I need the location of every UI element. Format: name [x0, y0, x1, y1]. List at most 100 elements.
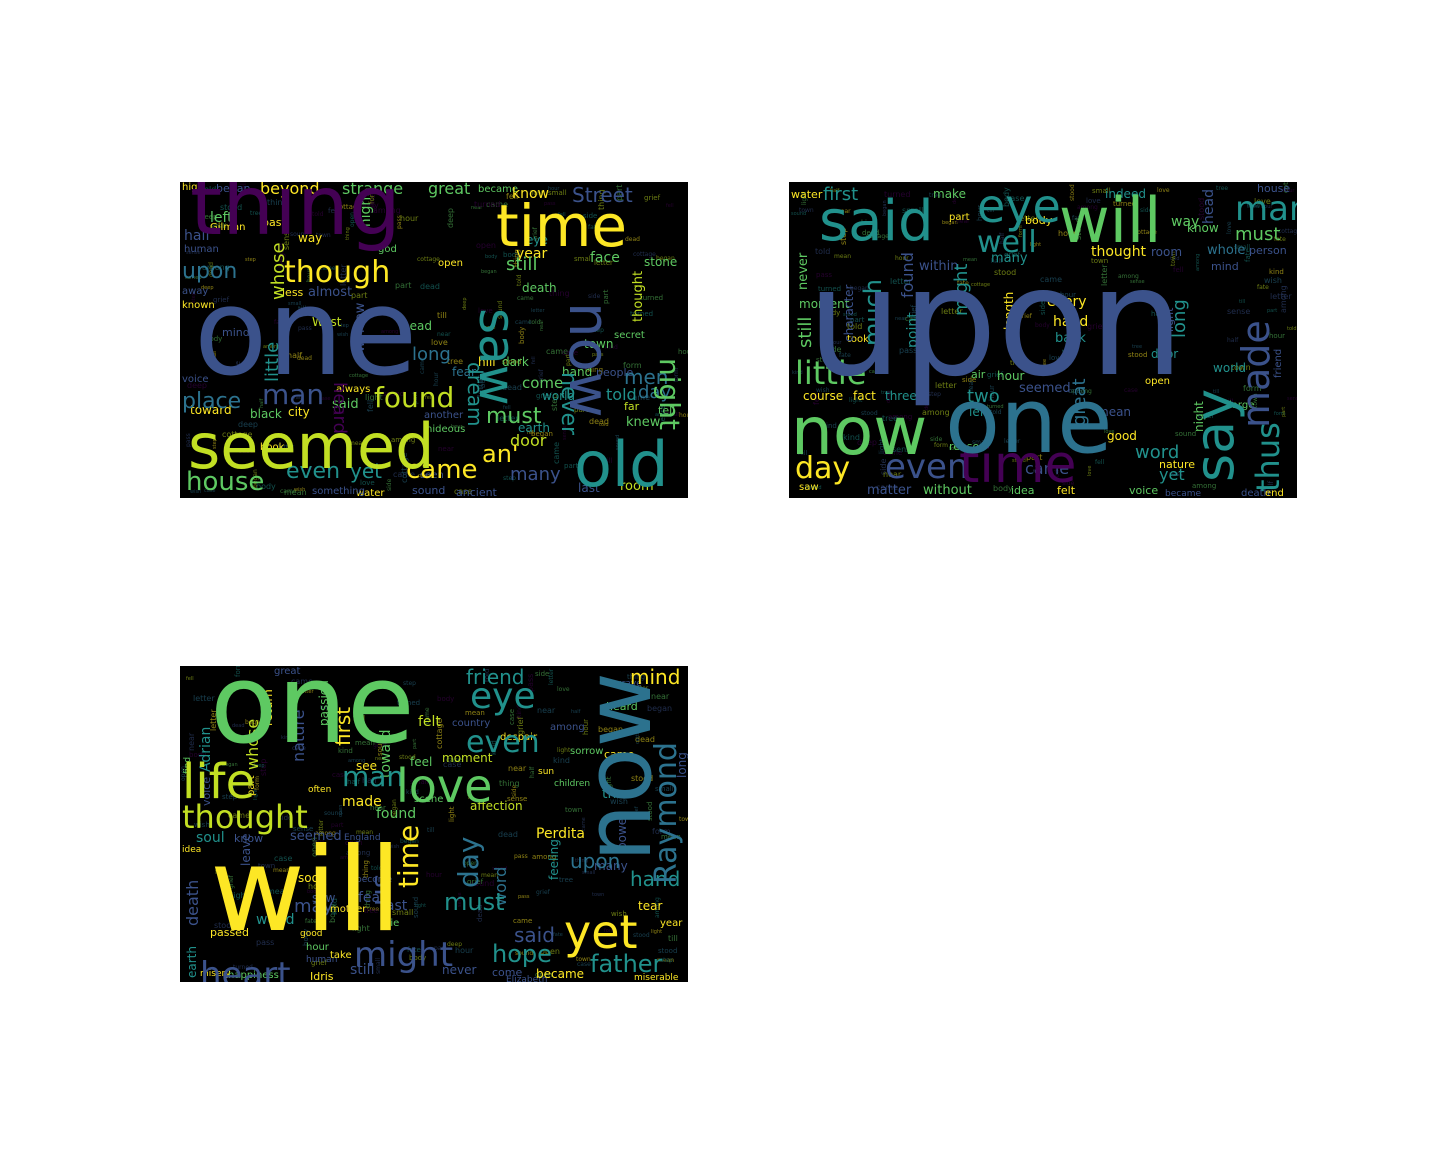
wordcloud-word: upon: [182, 259, 237, 284]
wordcloud-word: earth: [185, 946, 199, 978]
svg-text:thing: thing: [362, 860, 370, 878]
svg-text:step: step: [550, 394, 559, 411]
wordcloud-word: men: [624, 365, 668, 389]
svg-text:among: among: [1077, 204, 1098, 211]
svg-text:deep: deep: [238, 420, 258, 429]
wordcloud-word: friend: [1273, 349, 1284, 378]
svg-text:letter: letter: [890, 277, 912, 286]
wordcloud-word: house: [186, 467, 264, 497]
svg-text:began: began: [647, 704, 672, 713]
wordcloud-word: voice: [182, 374, 208, 385]
svg-text:near: near: [375, 756, 387, 762]
svg-text:among: among: [373, 206, 401, 215]
wordcloud-word: mean: [1097, 405, 1131, 419]
svg-text:small: small: [574, 255, 593, 263]
wordcloud-word: became: [1165, 489, 1201, 498]
svg-text:fell: fell: [1173, 266, 1184, 274]
svg-text:side: side: [825, 345, 841, 354]
wordcloud-word: toward: [190, 403, 232, 417]
svg-text:till: till: [1225, 398, 1234, 406]
wordcloud-word: dark: [502, 355, 529, 369]
wordcloud-word: friend: [466, 666, 525, 689]
wordcloud-word: will: [1059, 184, 1161, 257]
svg-text:body: body: [1054, 466, 1061, 481]
svg-text:pass: pass: [526, 674, 535, 692]
svg-text:began: began: [656, 255, 675, 262]
svg-text:fell: fell: [186, 676, 194, 682]
svg-text:told: told: [529, 319, 541, 326]
wordcloud-word: heard: [606, 700, 638, 713]
wordcloud-word: world: [256, 912, 295, 928]
wordcloud-3: sound body turned town tree body near fell among…: [180, 666, 688, 982]
svg-text:step: step: [503, 475, 516, 482]
svg-text:case: case: [204, 488, 216, 494]
wordcloud-word: man: [342, 760, 404, 793]
wordcloud-word: Gilman: [210, 222, 246, 233]
svg-text:thing: thing: [364, 890, 372, 908]
svg-text:part: part: [564, 462, 579, 470]
svg-text:small: small: [582, 870, 595, 876]
svg-text:told: told: [1287, 326, 1297, 332]
svg-text:came: came: [419, 357, 426, 374]
svg-text:side: side: [962, 376, 976, 384]
svg-text:cottage: cottage: [866, 233, 889, 240]
svg-text:dead: dead: [862, 229, 879, 237]
svg-text:told: told: [847, 322, 862, 331]
svg-text:deep: deep: [187, 381, 207, 390]
svg-text:tree: tree: [447, 357, 463, 366]
svg-text:turned: turned: [397, 699, 420, 707]
svg-text:open: open: [366, 735, 381, 742]
svg-text:told: told: [483, 669, 491, 682]
wordcloud-word: England: [344, 833, 381, 843]
svg-text:hour: hour: [455, 946, 474, 955]
svg-text:grief: grief: [1004, 251, 1021, 259]
wordcloud-word: year: [516, 246, 547, 262]
svg-text:light: light: [651, 929, 662, 935]
svg-text:dead: dead: [232, 723, 245, 729]
wordcloud-word: great: [428, 182, 470, 198]
wordcloud-word: eye: [977, 182, 1061, 233]
wordcloud-word: matter: [867, 483, 912, 498]
svg-text:near: near: [187, 732, 196, 751]
svg-text:cottage: cottage: [1278, 228, 1297, 235]
wordcloud-word: die: [384, 918, 399, 929]
svg-text:began: began: [850, 285, 869, 292]
svg-text:deep: deep: [886, 391, 892, 404]
svg-text:kind: kind: [330, 898, 339, 915]
wordcloud-word: one: [210, 666, 415, 768]
svg-text:came: came: [291, 677, 313, 686]
svg-text:town: town: [576, 956, 591, 963]
svg-text:hour: hour: [308, 882, 327, 891]
wordcloud-word: found: [376, 806, 416, 822]
wordcloud-word: voice: [1129, 484, 1158, 497]
svg-text:wish: wish: [388, 844, 399, 850]
svg-text:hour: hour: [433, 372, 440, 386]
svg-text:sound: sound: [492, 866, 507, 872]
svg-text:tree: tree: [234, 361, 242, 375]
svg-text:sound: sound: [791, 211, 806, 217]
svg-text:began: began: [391, 799, 398, 818]
wordcloud-word: saw: [312, 891, 336, 905]
wordcloud-word: must: [486, 404, 542, 429]
wordcloud-word: upon: [570, 849, 620, 873]
svg-text:side: side: [1039, 301, 1047, 315]
svg-text:light: light: [849, 397, 863, 404]
svg-text:pass: pass: [544, 201, 556, 207]
wordcloud-word: come: [522, 374, 563, 392]
svg-text:stood: stood: [214, 921, 236, 930]
wordcloud-word: become: [356, 875, 392, 885]
svg-text:hour: hour: [678, 348, 688, 356]
svg-text:body: body: [993, 484, 1013, 493]
svg-text:half: half: [259, 398, 265, 408]
wordcloud-word: human: [306, 955, 337, 965]
svg-text:sense: sense: [562, 425, 568, 440]
svg-text:light: light: [557, 747, 571, 754]
wordcloud-word: tell: [658, 404, 675, 417]
wordcloud-word: country: [452, 718, 490, 729]
wordcloud-word: face: [590, 250, 620, 266]
svg-text:cottage: cottage: [633, 251, 656, 258]
svg-text:sound: sound: [615, 435, 621, 450]
svg-text:pass: pass: [514, 853, 528, 860]
svg-text:turned: turned: [369, 190, 377, 213]
svg-text:sound: sound: [1175, 430, 1196, 438]
